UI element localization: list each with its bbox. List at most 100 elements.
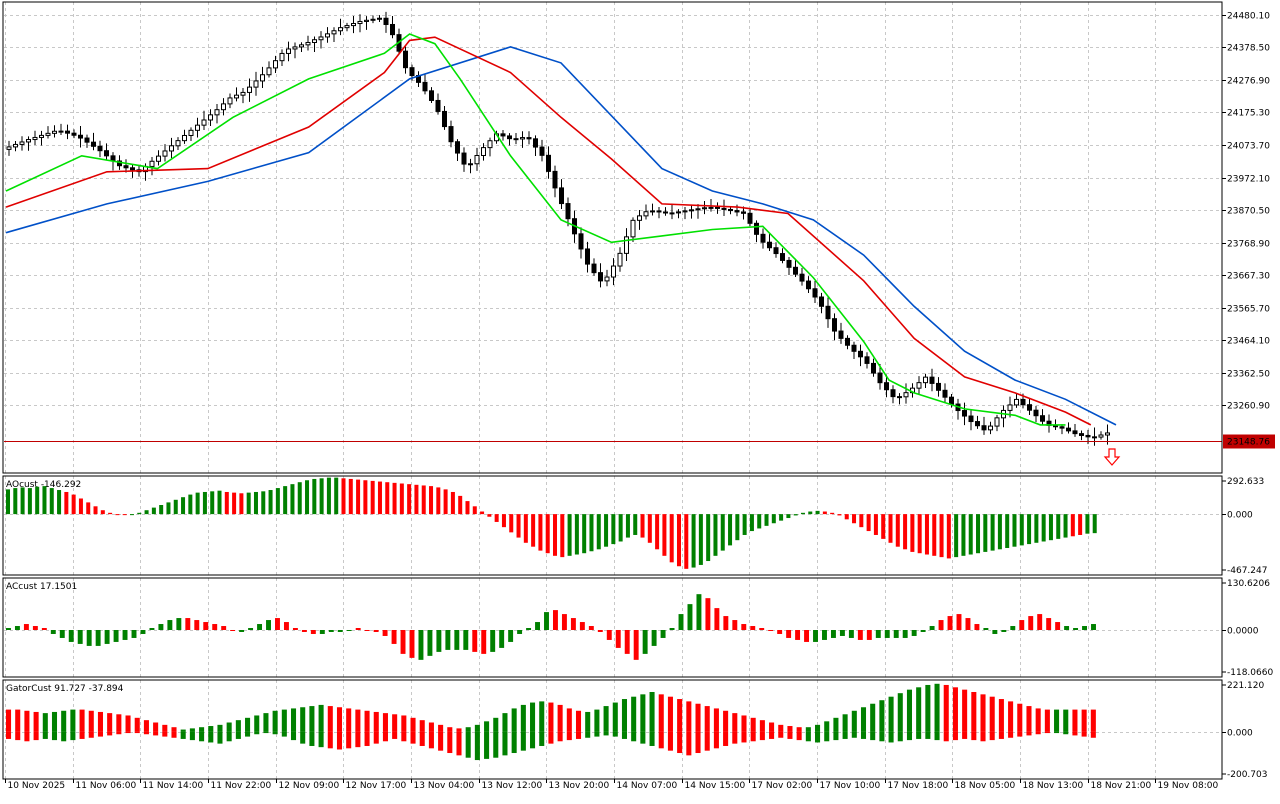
histogram-bar	[873, 514, 878, 535]
histogram-bar	[1010, 626, 1016, 630]
histogram-bar	[968, 514, 973, 555]
candle-bear	[1079, 433, 1084, 436]
candle-bull	[617, 252, 623, 267]
histogram-bar	[158, 624, 164, 630]
histogram-bar	[33, 711, 39, 732]
histogram-bar	[822, 629, 827, 640]
candle-bear	[1072, 430, 1078, 435]
histogram-bar	[1019, 514, 1024, 546]
price-panel[interactable]	[4, 11, 1222, 466]
candle-bull	[624, 236, 629, 254]
histogram-bar	[275, 488, 280, 515]
histogram-bar	[612, 702, 618, 732]
candle-bear	[78, 134, 83, 139]
histogram-bar	[796, 727, 802, 732]
histogram-bar	[283, 486, 288, 515]
histogram-bar	[997, 514, 1002, 550]
histogram-bar-lower	[125, 731, 131, 734]
current-price-tag	[1223, 434, 1275, 449]
histogram-bar	[839, 629, 845, 636]
histogram-bar	[793, 514, 798, 516]
candle-bear	[754, 222, 759, 235]
candle-bear	[507, 135, 512, 140]
histogram-bar	[42, 486, 47, 515]
histogram-bar-lower	[199, 731, 205, 742]
histogram-bar	[494, 514, 499, 522]
candle-bull	[520, 137, 525, 140]
histogram-bar	[545, 514, 550, 554]
histogram-bar	[965, 618, 971, 630]
histogram-bar-lower	[860, 731, 867, 739]
histogram-bar-lower	[842, 731, 848, 739]
histogram-bar	[860, 707, 867, 732]
histogram-bar	[41, 628, 47, 630]
histogram-bar	[787, 726, 793, 732]
candle-bull	[988, 425, 993, 431]
histogram-bar	[246, 492, 251, 515]
histogram-bar	[137, 512, 142, 515]
y-tick-label: 23260.90	[1227, 402, 1270, 412]
histogram-bar	[454, 629, 460, 650]
histogram-bar	[104, 629, 110, 644]
histogram-bar	[1012, 514, 1017, 547]
histogram-bar	[691, 514, 696, 568]
candle-bear	[656, 210, 662, 213]
candle-bear	[773, 247, 779, 255]
candle-bull	[39, 134, 44, 138]
y-tick-label: 24276.90	[1227, 77, 1270, 87]
histogram-bar-lower	[548, 731, 554, 744]
histogram-bar	[364, 629, 370, 631]
histogram-bar	[171, 727, 177, 732]
x-tick-label: 10 Nov 2025	[8, 781, 66, 791]
x-tick-label: 14 Nov 15:00	[685, 781, 746, 791]
candle-bear	[819, 296, 824, 307]
histogram-bar	[418, 629, 424, 660]
histogram-bar	[32, 626, 38, 630]
histogram-bar	[346, 629, 352, 631]
candle-bear	[403, 50, 408, 69]
histogram-bar	[115, 514, 120, 516]
histogram-bar	[687, 604, 693, 630]
histogram-bar	[633, 629, 639, 660]
x-tick-label: 11 Nov 22:00	[211, 781, 272, 791]
histogram-bar	[606, 629, 612, 640]
candle-bear	[97, 145, 103, 152]
histogram-bar	[830, 629, 836, 638]
histogram-bar	[266, 620, 271, 630]
histogram-bar	[346, 708, 352, 732]
candle-bull	[156, 155, 161, 162]
ao-panel[interactable]: AOcust -146.292	[6, 477, 1097, 569]
histogram-bar	[1072, 709, 1078, 732]
histogram-bar	[714, 608, 720, 630]
candle-bear	[806, 280, 811, 290]
histogram-bar	[474, 724, 480, 732]
histogram-bar	[544, 612, 549, 630]
histogram-bar	[68, 629, 74, 642]
candle-bear	[435, 99, 441, 112]
candle-bear	[65, 130, 70, 134]
histogram-bar	[297, 482, 302, 515]
histogram-bar	[844, 514, 849, 520]
histogram-bar	[655, 514, 660, 550]
candle-bull	[260, 74, 265, 82]
histogram-bar	[162, 724, 168, 732]
histogram-bar	[151, 507, 156, 515]
gator-panel[interactable]: GatorCust 91.727 -37.894	[6, 683, 1096, 761]
candle-bull	[916, 382, 922, 389]
histogram-bar	[557, 704, 563, 732]
histogram-bar	[696, 594, 702, 630]
histogram-bar-lower	[934, 731, 940, 741]
candle-bear	[890, 389, 896, 398]
candle-bear	[552, 170, 558, 189]
histogram-bar-lower	[401, 731, 407, 742]
histogram-bar	[327, 706, 333, 732]
histogram-bar	[531, 514, 536, 547]
ac-panel[interactable]: ACcust 17.1501	[6, 582, 1096, 660]
histogram-bar	[221, 626, 227, 630]
histogram-bar-lower	[318, 731, 324, 748]
histogram-bar	[254, 715, 260, 732]
histogram-bar	[463, 629, 469, 650]
histogram-bar	[27, 488, 32, 515]
